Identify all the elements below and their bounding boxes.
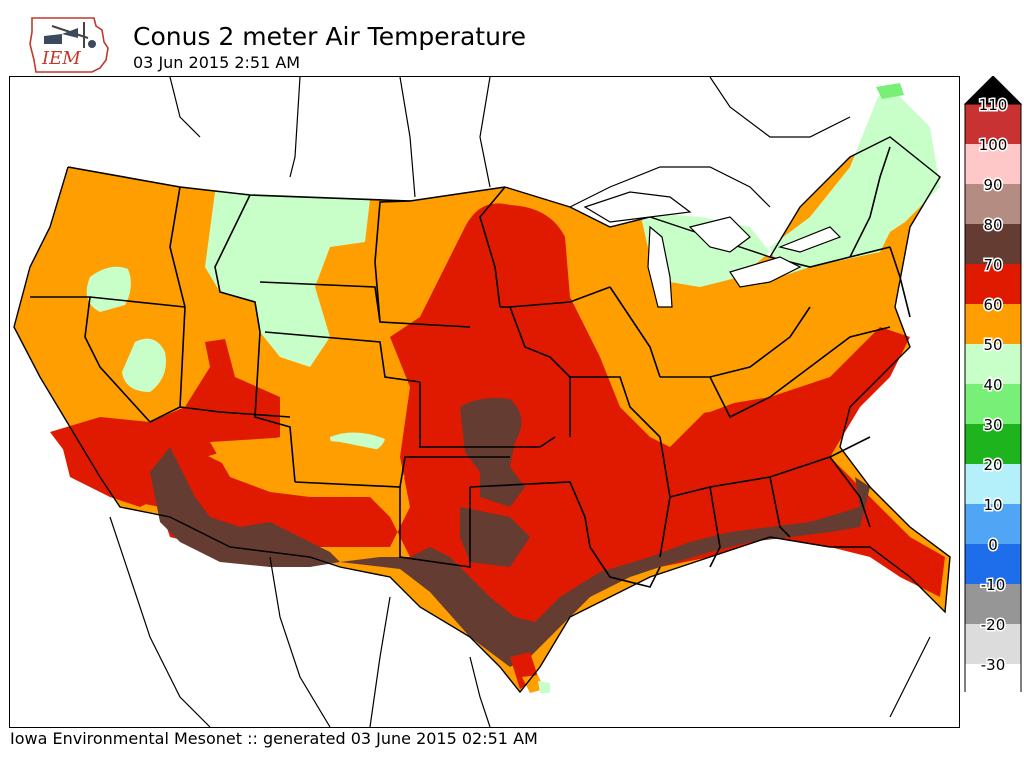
region-brown-kansas [460, 398, 525, 507]
temperature-map [9, 76, 960, 728]
colorbar-segment [965, 224, 1021, 264]
colorbar-tick-label: -30 [981, 656, 1006, 674]
colorbar-tick-label: 60 [983, 296, 1002, 314]
colorbar-segment [965, 544, 1021, 584]
region-light-green-nevada [122, 338, 166, 392]
colorbar-segment [965, 304, 1021, 344]
colorbar-segment [965, 624, 1021, 664]
region-brown-oklahoma [460, 507, 530, 567]
region-orange-new-mexico [210, 437, 405, 497]
colorbar-segment [965, 264, 1021, 304]
colorbar-tick-label: 10 [983, 496, 1002, 514]
colorbar-tick-label: -20 [981, 616, 1006, 634]
colorbar-tick-label: 110 [979, 96, 1008, 114]
region-orange-south-texas [522, 675, 544, 693]
region-light-green-south-texas [538, 681, 550, 693]
region-green-maine-tip [876, 83, 904, 99]
colorbar-segment [965, 384, 1021, 424]
colorbar-tick-label: 20 [983, 456, 1002, 474]
colorbar-segment [965, 504, 1021, 544]
international-borders [109, 77, 931, 727]
colorbar-tick-label: 70 [983, 256, 1002, 274]
timestamp: 03 Jun 2015 2:51 AM [133, 53, 301, 72]
region-brown-southwest [150, 447, 340, 567]
logo-text: IEM [41, 48, 81, 69]
region-light-green-montana [205, 192, 370, 367]
region-brown-gulf-coast [340, 477, 870, 667]
region-orange-midwest [570, 277, 840, 417]
colorbar-tick-label: 30 [983, 416, 1002, 434]
temperature-colorbar: 110 100 90 80 70 60 50 40 30 20 10 0 -10 -20 -30 [962, 75, 1024, 733]
colorbar-segment [965, 424, 1021, 464]
colorbar-segment [965, 464, 1021, 504]
colorbar-segment [965, 184, 1021, 224]
colorbar-segment [965, 144, 1021, 184]
colorbar-tick-label: 80 [983, 216, 1002, 234]
iem-logo: IEM [22, 14, 122, 74]
colorbar-tick-label: 100 [979, 136, 1008, 154]
colorbar-segment [965, 104, 1021, 144]
us-outline [13, 136, 951, 694]
colorbar-tick-label: -10 [981, 576, 1006, 594]
page-title: Conus 2 meter Air Temperature [133, 22, 527, 51]
region-red-southwest [50, 339, 280, 507]
footer-credit: Iowa Environmental Mesonet :: generated … [10, 729, 538, 748]
colorbar-tick-label: 40 [983, 376, 1002, 394]
colorbar-tick-label: 50 [983, 336, 1002, 354]
weather-instruments-icon [44, 22, 96, 48]
great-lakes [583, 191, 842, 308]
colorbar-segment [965, 584, 1021, 624]
colorbar-tick-label: 0 [988, 536, 998, 554]
region-light-green-northeast [770, 87, 940, 277]
colorbar-segment [965, 344, 1021, 384]
colorbar-tick-label: 90 [983, 176, 1002, 194]
